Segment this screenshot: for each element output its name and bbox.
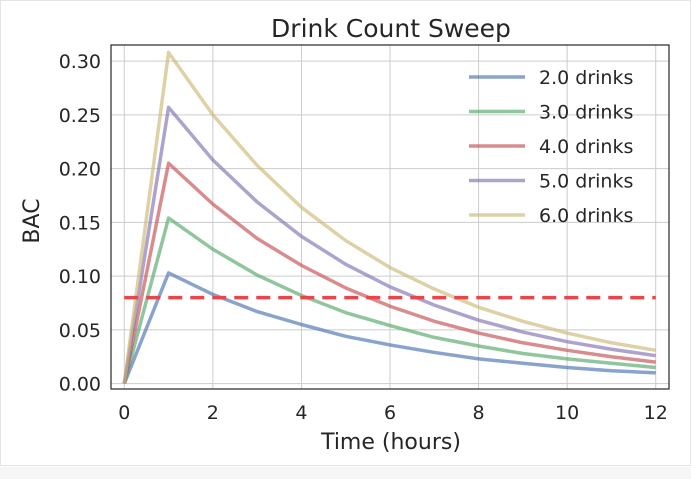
y-tick-label: 0.25 — [59, 105, 101, 127]
x-axis-label: Time (hours) — [320, 430, 461, 455]
legend-label-5: 6.0 drinks — [539, 205, 633, 227]
y-tick-label: 0.05 — [59, 320, 101, 342]
series-layer — [122, 50, 657, 385]
legend-label-1: 2.0 drinks — [539, 67, 633, 89]
bac-line-chart: Drink Count Sweep 0 2 4 6 8 10 12 0.00 0.05 0.10… — [20, 14, 670, 455]
x-tick-label: 12 — [644, 402, 668, 424]
x-tick-labels: 0 2 4 6 8 10 12 — [118, 402, 668, 424]
y-tick-label: 0.20 — [59, 159, 101, 181]
series-line-1 — [122, 271, 656, 385]
series-line-5 — [122, 50, 657, 384]
x-tick-label: 0 — [118, 402, 130, 424]
legend-label-4: 5.0 drinks — [539, 171, 633, 193]
y-tick-labels: 0.00 0.05 0.10 0.15 0.20 0.25 0.30 — [59, 51, 101, 396]
series-line-3 — [122, 161, 656, 384]
y-tick-label: 0.00 — [59, 374, 101, 396]
y-tick-label: 0.10 — [59, 266, 101, 288]
series-line-4 — [122, 105, 656, 384]
x-tick-label: 10 — [555, 402, 579, 424]
chart-title: Drink Count Sweep — [271, 14, 511, 43]
legend-label-3: 4.0 drinks — [539, 136, 633, 158]
figure-frame: Drink Count Sweep 0 2 4 6 8 10 12 0.00 0.05 0.10… — [0, 0, 691, 466]
plot-border — [110, 44, 670, 390]
x-tick-label: 2 — [207, 402, 219, 424]
grid — [111, 45, 669, 389]
bottom-strip — [0, 467, 691, 479]
y-tick-label: 0.30 — [59, 51, 101, 73]
x-tick-label: 8 — [473, 402, 485, 424]
y-tick-label: 0.15 — [59, 212, 101, 234]
series-line-2 — [122, 216, 656, 385]
legend: 2.0 drinks 3.0 drinks 4.0 drinks 5.0 drinks… — [469, 67, 633, 227]
x-tick-label: 4 — [295, 402, 307, 424]
y-axis-label: BAC — [20, 198, 45, 243]
legend-label-2: 3.0 drinks — [539, 102, 633, 124]
x-tick-label: 6 — [384, 402, 396, 424]
